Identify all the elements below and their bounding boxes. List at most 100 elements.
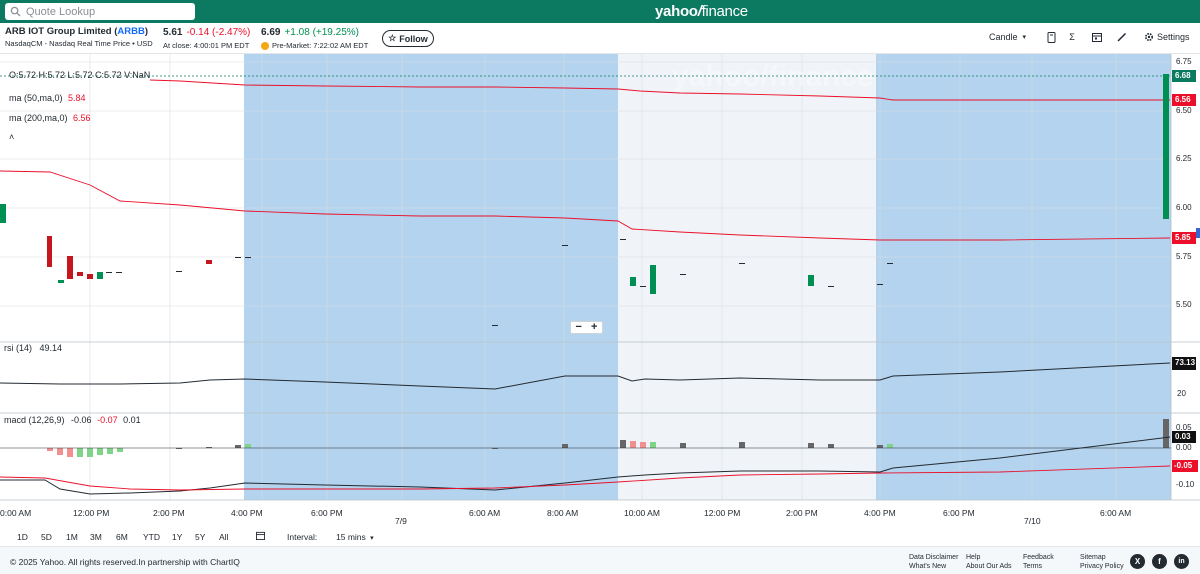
footer-link-sitemap[interactable]: Sitemap [1080, 554, 1106, 561]
last-price-badge [1172, 70, 1196, 82]
ticker-symbol: ARBB [117, 26, 145, 37]
x-tick: 6:00 PM [943, 508, 975, 518]
footer: © 2025 Yahoo. All rights reserved.In par… [0, 546, 1200, 574]
compare-icon[interactable] [1045, 31, 1057, 43]
calendar-icon[interactable] [1091, 31, 1103, 43]
x-tick: 6:00 AM [1100, 508, 1132, 518]
range-all[interactable]: All [219, 532, 229, 542]
range-6m[interactable]: 6M [116, 532, 128, 542]
session-regular-7-8 [0, 54, 244, 500]
interval-dropdown[interactable]: 15 mins ▾ [336, 532, 374, 542]
footer-link-about-ads[interactable]: About Our Ads [966, 563, 1012, 570]
ohlc-readout: O:5.72 H:5.72 L:5.72 C:5.72 V:NaN [9, 70, 151, 80]
yahoo-finance-logo[interactable]: yahoo/finance [655, 3, 748, 20]
horizontal-gridlines [0, 61, 1171, 307]
settings-button[interactable]: Settings [1144, 32, 1190, 42]
range-5y[interactable]: 5Y [195, 532, 206, 542]
indicators-sigma-icon[interactable]: Σ [1066, 31, 1078, 43]
macd-legend-v1: -0.06 [71, 415, 92, 425]
rsi-last-label: 73.13 [1175, 358, 1196, 367]
rsi-legend[interactable]: rsi (14) 49.14 [4, 343, 62, 353]
premarket-price: 6.69 [261, 27, 281, 38]
footer-link-privacy[interactable]: Privacy Policy [1080, 563, 1124, 570]
range-5d[interactable]: 5D [41, 532, 52, 542]
range-1y[interactable]: 1Y [172, 532, 183, 542]
premarket-time-row: Pre-Market: 7:22:02 AM EDT [261, 41, 368, 50]
macd-signal-line [0, 465, 1171, 491]
close-price-block: 5.61 -0.14 (-2.47%) [163, 27, 250, 38]
close-pct: (-2.47%) [212, 27, 251, 38]
x-tick: 0:00 AM [0, 508, 32, 518]
sigma-glyph: Σ [1069, 32, 1075, 42]
range-ytd[interactable]: YTD [143, 532, 160, 542]
vertical-gridlines [89, 54, 1117, 500]
x-tick: 12:00 PM [704, 508, 741, 518]
rsi-line [0, 362, 1171, 390]
search-box[interactable] [5, 3, 195, 20]
close-time: At close: 4:00:01 PM EDT [163, 41, 250, 50]
macd-line [0, 436, 1171, 495]
calendar-icon[interactable] [256, 531, 265, 542]
search-icon [10, 6, 21, 17]
ma50-legend[interactable]: ma (50,ma,0) 5.84 [9, 93, 86, 103]
interval-label: Interval: [287, 532, 318, 542]
ma200-line [149, 79, 1170, 101]
y-tick: 5.75 [1176, 252, 1192, 261]
footer-link-help[interactable]: Help [966, 554, 981, 561]
ma200-legend-value: 6.56 [73, 113, 91, 123]
chart-type-label: Candle [989, 32, 1018, 42]
interval-value: 15 mins [336, 532, 366, 542]
logo-slash: / [697, 3, 702, 20]
quote-header: ARB IOT Group Limited (ARBB) NasdaqCM - … [0, 23, 1200, 54]
y-tick: 6.50 [1176, 106, 1192, 115]
x-tick: 6:00 PM [311, 508, 343, 518]
zoom-out-button[interactable]: − [575, 321, 582, 333]
top-bar: yahoo/finance [0, 0, 1200, 23]
facebook-icon[interactable]: f [1152, 554, 1167, 569]
ma50-badge [1172, 232, 1196, 244]
gear-icon [1144, 32, 1154, 42]
macd-legend[interactable]: macd (12,26,9) -0.06 -0.07 0.01 [4, 415, 141, 425]
footer-link-feedback[interactable]: Feedback [1023, 554, 1054, 561]
y-tick: 6.25 [1176, 154, 1192, 163]
chart-area[interactable]: yahoo/finance [0, 54, 1200, 528]
footer-link-whats-new[interactable]: What's New [909, 563, 947, 570]
logo-yahoo: yahoo [655, 3, 698, 20]
close-price: 5.61 [163, 27, 183, 38]
draw-pencil-icon[interactable] [1116, 31, 1128, 43]
quote-title: ARB IOT Group Limited (ARBB) [5, 26, 148, 37]
ma50-line [0, 170, 1171, 241]
chevron-up-icon[interactable]: ˄ [9, 132, 15, 142]
x-tick: 4:00 PM [864, 508, 896, 518]
macd-last-label: 0.03 [1175, 432, 1191, 441]
x-tick: 12:00 PM [73, 508, 110, 518]
zoom-control[interactable]: − + [570, 321, 603, 334]
chart-canvas[interactable]: yahoo/finance [0, 54, 1200, 528]
close-change: -0.14 [186, 27, 210, 38]
candles [0, 74, 1169, 326]
follow-label: Follow [399, 33, 428, 44]
x-date-label: 7/10 [1024, 516, 1041, 526]
x-tick: 6:00 AM [469, 508, 501, 518]
linkedin-icon[interactable]: in [1174, 554, 1189, 569]
exchange-info: NasdaqCM - Nasdaq Real Time Price • USD [5, 39, 153, 48]
x-tick: 2:00 PM [786, 508, 818, 518]
x-social-icon[interactable]: X [1130, 554, 1145, 569]
macd-legend-v2: -0.07 [97, 415, 118, 425]
y-tick: 6.75 [1176, 57, 1192, 66]
range-1d[interactable]: 1D [17, 532, 28, 542]
chart-type-dropdown[interactable]: Candle ▾ [989, 32, 1026, 42]
copyright-text: © 2025 Yahoo. All rights reserved.In par… [10, 557, 240, 567]
ma50-legend-label: ma (50,ma,0) [9, 93, 63, 103]
zoom-in-button[interactable]: + [591, 321, 598, 333]
footer-link-terms[interactable]: Terms [1023, 563, 1043, 570]
follow-button[interactable]: ☆ Follow [382, 30, 434, 47]
range-1m[interactable]: 1M [66, 532, 78, 542]
premarket-price-block: 6.69 +1.08 (+19.25%) [261, 27, 359, 38]
range-3m[interactable]: 3M [90, 532, 102, 542]
footer-link-data-disclaimer[interactable]: Data Disclaimer [909, 554, 959, 561]
ma200-legend[interactable]: ma (200,ma,0) 6.56 [9, 113, 91, 123]
ma200-price-label: 6.56 [1175, 95, 1191, 104]
search-input[interactable] [26, 5, 186, 18]
macd-tick: 0.00 [1176, 443, 1192, 452]
